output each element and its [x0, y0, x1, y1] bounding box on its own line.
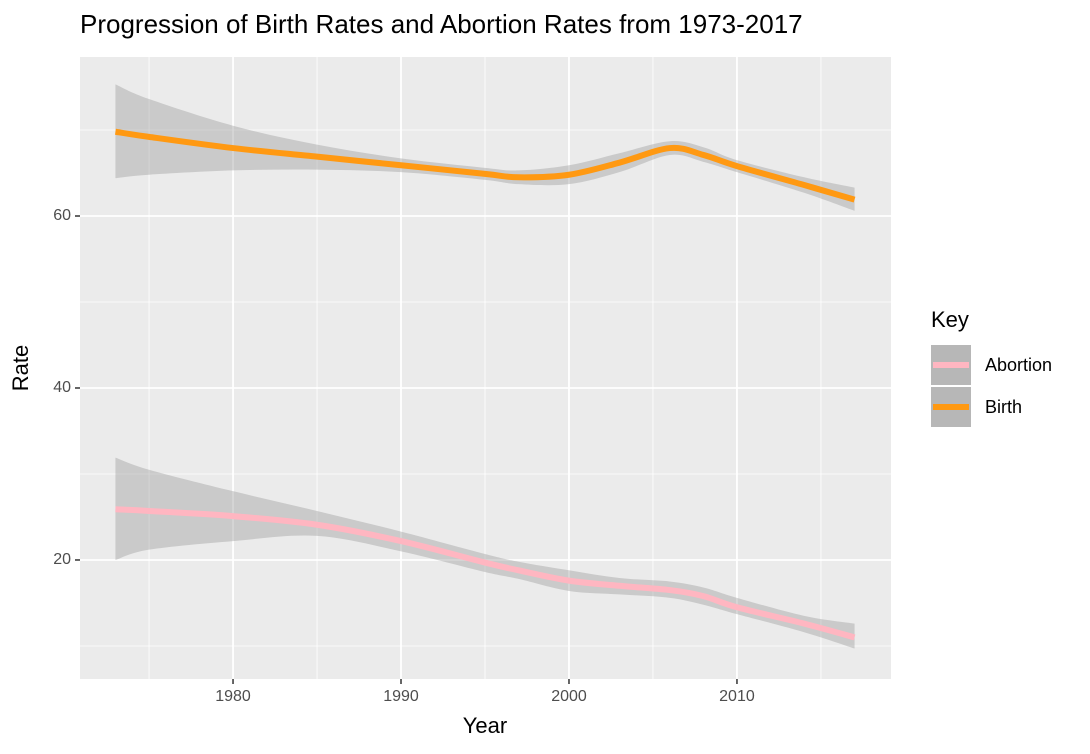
- line: [115, 506, 856, 641]
- y-tick-label: 60: [53, 207, 71, 224]
- x-tick-label: 1990: [383, 688, 419, 705]
- y-tick-label: 20: [53, 551, 71, 568]
- y-tick-label: 40: [53, 379, 71, 396]
- y-axis-title: Rate: [8, 345, 33, 391]
- x-axis-title: Year: [463, 713, 507, 738]
- x-tick-label: 1980: [215, 688, 251, 705]
- x-tick-label: 2000: [551, 688, 587, 705]
- x-tick-label: 2010: [719, 688, 755, 705]
- legend-title: Key: [931, 307, 969, 332]
- line: [114, 128, 856, 203]
- confidence-band: [115, 84, 855, 211]
- chart-title: Progression of Birth Rates and Abortion …: [80, 9, 803, 39]
- legend-label: Abortion: [985, 355, 1052, 375]
- legend-label: Birth: [985, 397, 1022, 417]
- panel: [80, 57, 891, 679]
